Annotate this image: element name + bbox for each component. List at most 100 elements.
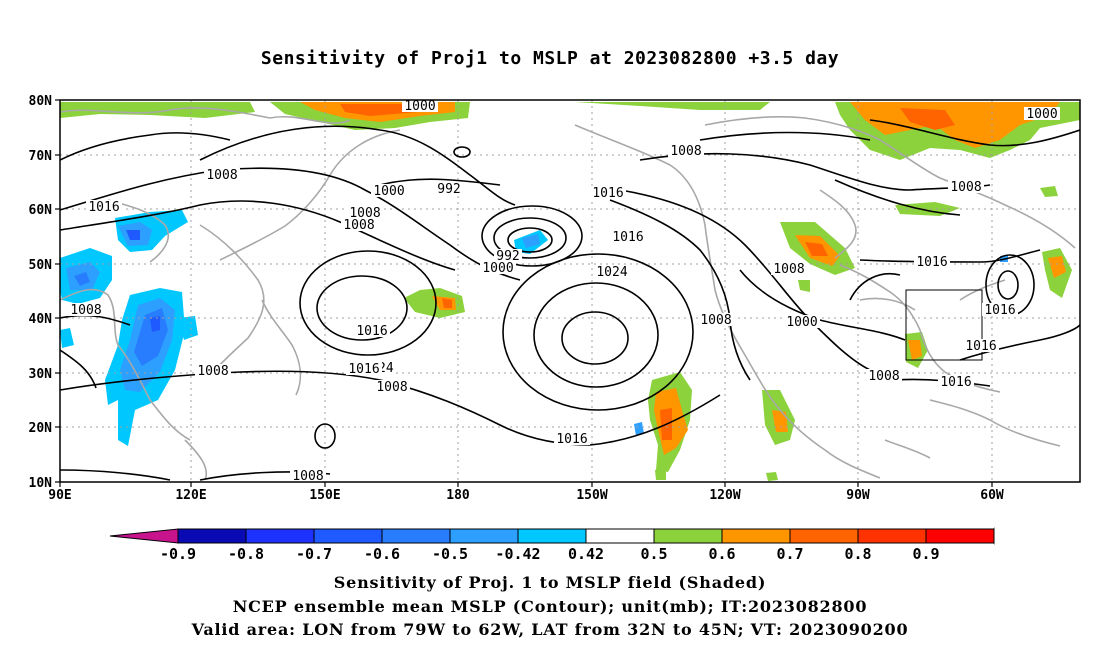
contour-label-bg [938, 375, 974, 388]
colorbar-swatch [653, 528, 723, 544]
contour-label-bg [86, 200, 122, 213]
contour-label-bg [402, 100, 438, 112]
contour-label-bg [195, 364, 231, 377]
colorbar: -0.9 -0.8 -0.7 -0.6 -0.5 -0.42 0.42 0.5 0.6 0.7 0.… [109, 527, 995, 563]
contour-label-bg [346, 362, 382, 375]
colorbar-label: -0.6 [364, 545, 400, 563]
contour-label: 1016 [356, 324, 387, 339]
lon-label-150e: 150E [309, 488, 340, 503]
contour-label-bg [371, 184, 407, 197]
contour-label-bg [963, 339, 999, 352]
contour-label: 1008 [343, 218, 374, 233]
lon-label-90e: 90E [48, 488, 71, 503]
contour-label-bg [204, 168, 240, 181]
contour-label: 1008 [292, 469, 323, 484]
contour-label-bg [341, 218, 377, 231]
axis-ticks [55, 99, 993, 487]
lat-label-20n: 20N [29, 421, 53, 436]
contour-label: 1008 [197, 364, 228, 379]
map-gridlines [60, 100, 1080, 482]
colorbar-swatch [721, 528, 791, 544]
contour-labels: 1000 992 1008 1016 1008 1000 1008 1016 992 1000 10… [68, 99, 1060, 484]
contour-label-bg [68, 303, 104, 316]
colorbar-swatch [245, 528, 315, 544]
caption-contour: NCEP ensemble mean MSLP (Contour); unit(… [232, 597, 868, 616]
chart-title: Sensitivity of Proj1 to MSLP at 20230828… [260, 48, 840, 69]
contour-label: 1008 [670, 144, 701, 159]
lon-label-120e: 120E [175, 488, 206, 503]
contour-label-bg [594, 265, 630, 278]
contour-label: 1008 [773, 262, 804, 277]
contour-label-bg [610, 230, 646, 243]
contour-label-bg [554, 432, 590, 445]
lat-label-50n: 50N [29, 258, 53, 273]
contour-label-bg [590, 186, 626, 199]
contour-label: 1000 [404, 99, 435, 114]
contour-label: 1000 [1026, 107, 1057, 122]
lat-label-10n: 10N [29, 476, 53, 491]
lon-label-150w: 150W [576, 488, 607, 503]
contour-label-bg [914, 255, 950, 268]
lat-label-30n: 30N [29, 367, 53, 382]
contour-label: 1008 [376, 380, 407, 395]
lat-label-40n: 40N [29, 312, 53, 327]
contour-label: 1008 [868, 369, 899, 384]
contour-label: 992 [496, 249, 519, 264]
contour-label: 992 [437, 182, 460, 197]
colorbar-swatch [177, 528, 247, 544]
contour-label-bg [374, 380, 410, 393]
contour-label: 1016 [88, 200, 119, 215]
colorbar-label: -0.5 [432, 545, 468, 563]
contour-label-bg [1024, 107, 1060, 120]
positive-sensitivity-shading [60, 102, 1080, 481]
contour-label-bg [982, 303, 1018, 316]
contour-label-bg [948, 180, 984, 193]
contour-label: 1016 [965, 339, 996, 354]
contour-label-bg [698, 313, 734, 326]
lon-label-180: 180 [446, 488, 470, 503]
colorbar-label: 0.7 [776, 545, 803, 563]
colorbar-label: -0.42 [495, 545, 540, 563]
colorbar-swatch [517, 528, 587, 544]
contour-label: 1008 [206, 168, 237, 183]
lat-label-80n: 80N [29, 94, 53, 109]
contour-label-bg [668, 144, 704, 157]
colorbar-label: 0.42 [568, 545, 604, 563]
contour-label: 1008 [700, 313, 731, 328]
contour-label: 1008 [349, 206, 380, 221]
contour-label: 1016 [940, 375, 971, 390]
contour-label-bg [290, 469, 326, 482]
contour-label: 1000 [373, 184, 404, 199]
contour-label-bg [784, 315, 820, 328]
colorbar-label: 0.5 [640, 545, 667, 563]
mslp-contours [60, 119, 1080, 481]
contour-label: 1024 [596, 265, 627, 280]
valid-area-box [905, 289, 983, 361]
contour-label: 1008 [950, 180, 981, 195]
colorbar-label: -0.8 [228, 545, 264, 563]
colorbar-label: -0.9 [160, 545, 196, 563]
contour-label: 1008 [70, 303, 101, 318]
lat-label-60n: 60N [29, 203, 53, 218]
map-frame [59, 99, 1081, 483]
colorbar-label: 0.9 [912, 545, 939, 563]
contour-label-bg [354, 324, 390, 337]
contour-label: 1016 [916, 255, 947, 270]
contour-label-bg [494, 249, 522, 262]
contour-label: 1016 [984, 303, 1015, 318]
lon-label-90w: 90W [846, 488, 870, 503]
coastlines [60, 107, 1076, 481]
contour-label-bg [480, 261, 516, 274]
colorbar-label: 0.8 [844, 545, 871, 563]
lat-label-70n: 70N [29, 149, 53, 164]
caption-shaded: Sensitivity of Proj. 1 to MSLP field (Sh… [333, 573, 767, 592]
contour-label: 1016 [348, 362, 379, 377]
colorbar-swatch [313, 528, 383, 544]
contour-label-bg [347, 206, 383, 219]
lon-label-60w: 60W [980, 488, 1004, 503]
colorbar-low-extension [109, 528, 179, 544]
colorbar-swatch [857, 528, 927, 544]
colorbar-swatch [449, 528, 519, 544]
colorbar-label: -0.7 [296, 545, 332, 563]
